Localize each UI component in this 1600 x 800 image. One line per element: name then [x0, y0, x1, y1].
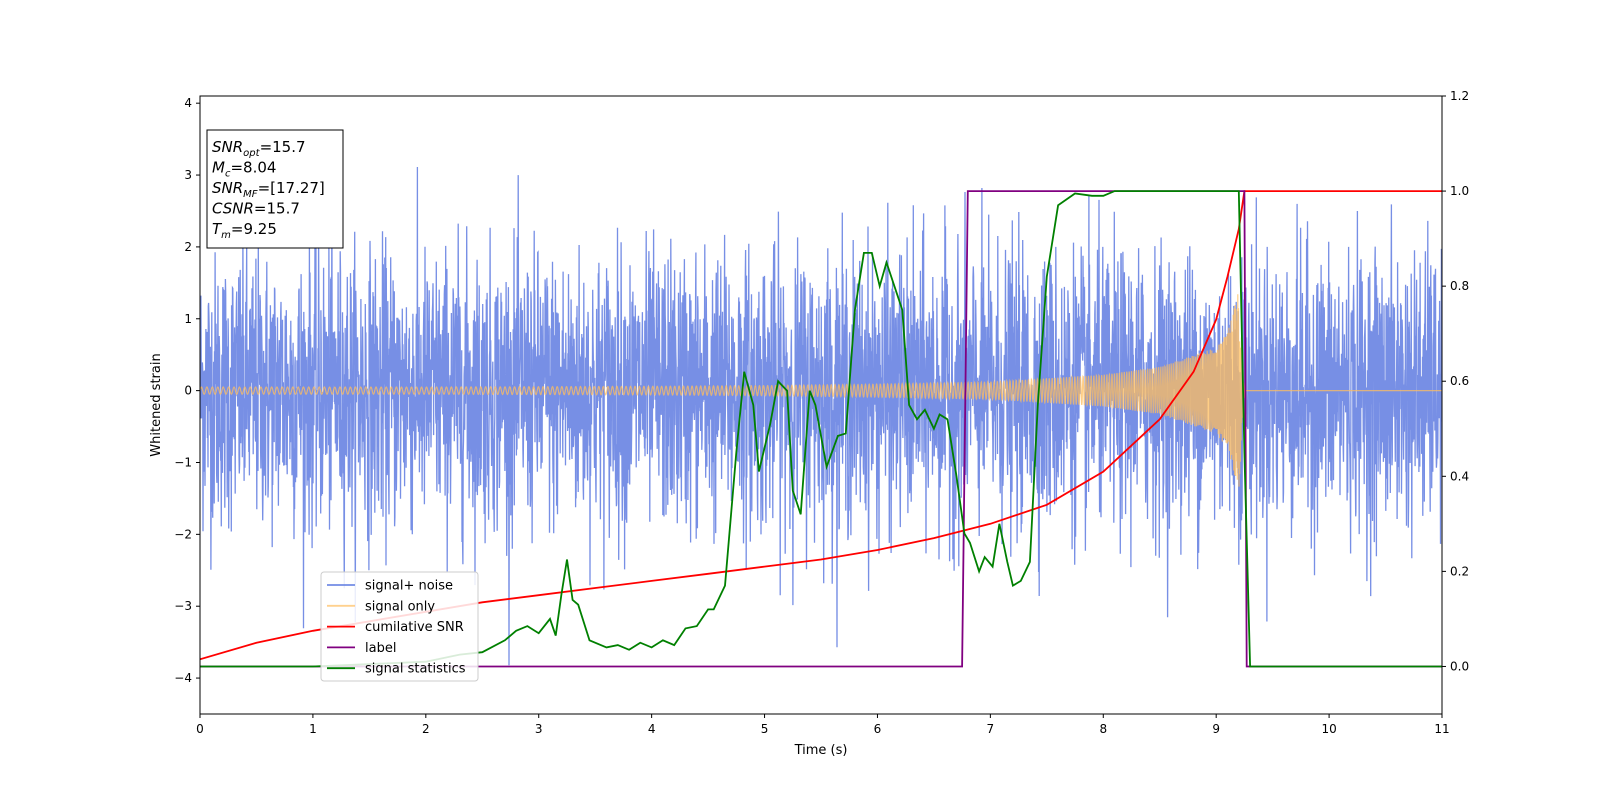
x-tick-label: 11 [1434, 722, 1449, 736]
x-tick-label: 6 [874, 722, 882, 736]
y-right-tick-label: 0.8 [1450, 279, 1469, 293]
y-left-tick-label: 3 [184, 168, 192, 182]
series-signal-statistics [200, 190, 1442, 668]
legend-entry: signal statistics [365, 662, 466, 677]
y-right-tick-label: 0.2 [1450, 564, 1469, 578]
legend-entry: cumilative SNR [365, 620, 464, 635]
legend-entry: signal only [365, 599, 435, 614]
legend: signal+ noise signal only cumilative SNR la… [320, 571, 479, 682]
y-left-tick-label: −3 [174, 599, 192, 613]
x-tick-label: 7 [987, 722, 995, 736]
y-left-tick-label: −1 [174, 455, 192, 469]
x-tick-label: 10 [1321, 722, 1336, 736]
y-left-tick-label: 4 [184, 96, 192, 110]
y-axis-label: Whitened strain [149, 353, 164, 456]
y-right-tick-label: 1.2 [1450, 89, 1469, 103]
legend-frame [320, 571, 479, 682]
y-left-tick-label: −2 [174, 527, 192, 541]
info-line: Tm=9.25 [212, 220, 277, 241]
y-left-tick-label: 2 [184, 240, 192, 254]
y-right-tick-label: 0.0 [1450, 659, 1469, 673]
info-line: Mc=8.04 [212, 159, 276, 180]
info-box: SNRopt=15.7Mc=8.04SNRMF=[17.27]CSNR=15.7… [206, 129, 344, 249]
info-line: SNRopt=15.7 [212, 138, 306, 159]
plot-frame [199, 95, 1443, 715]
x-axis-label: Time (s) [794, 743, 848, 758]
x-tick-label: 5 [761, 722, 769, 736]
x-tick-label: 1 [309, 722, 317, 736]
y-right-tick-label: 0.4 [1450, 469, 1469, 483]
y-left-tick-label: 1 [184, 312, 192, 326]
x-tick-label: 9 [1212, 722, 1220, 736]
x-tick-label: 3 [535, 722, 543, 736]
y-left-tick-label: −4 [174, 671, 192, 685]
axis-ticks: 0 1 2 3 4 5 6 7 8 9 10 11 −4 −3 −2 −1 0 1 2 3 4 0.0 0.2 0.4 0.6 0… [174, 89, 1469, 736]
x-tick-label: 2 [422, 722, 430, 736]
x-tick-label: 4 [648, 722, 656, 736]
series-signal-only [200, 294, 1442, 487]
y-right-tick-label: 1.0 [1450, 184, 1469, 198]
x-tick-label: 8 [1099, 722, 1107, 736]
y-right-tick-label: 0.6 [1450, 374, 1469, 388]
info-line: SNRMF=[17.27] [212, 179, 325, 200]
legend-entry: label [365, 641, 396, 656]
info-line: CSNR=15.7 [212, 200, 300, 218]
legend-entry: signal+ noise [365, 579, 453, 594]
y-left-tick-label: 0 [184, 384, 192, 398]
x-tick-label: 0 [196, 722, 204, 736]
info-box-frame [206, 129, 344, 249]
